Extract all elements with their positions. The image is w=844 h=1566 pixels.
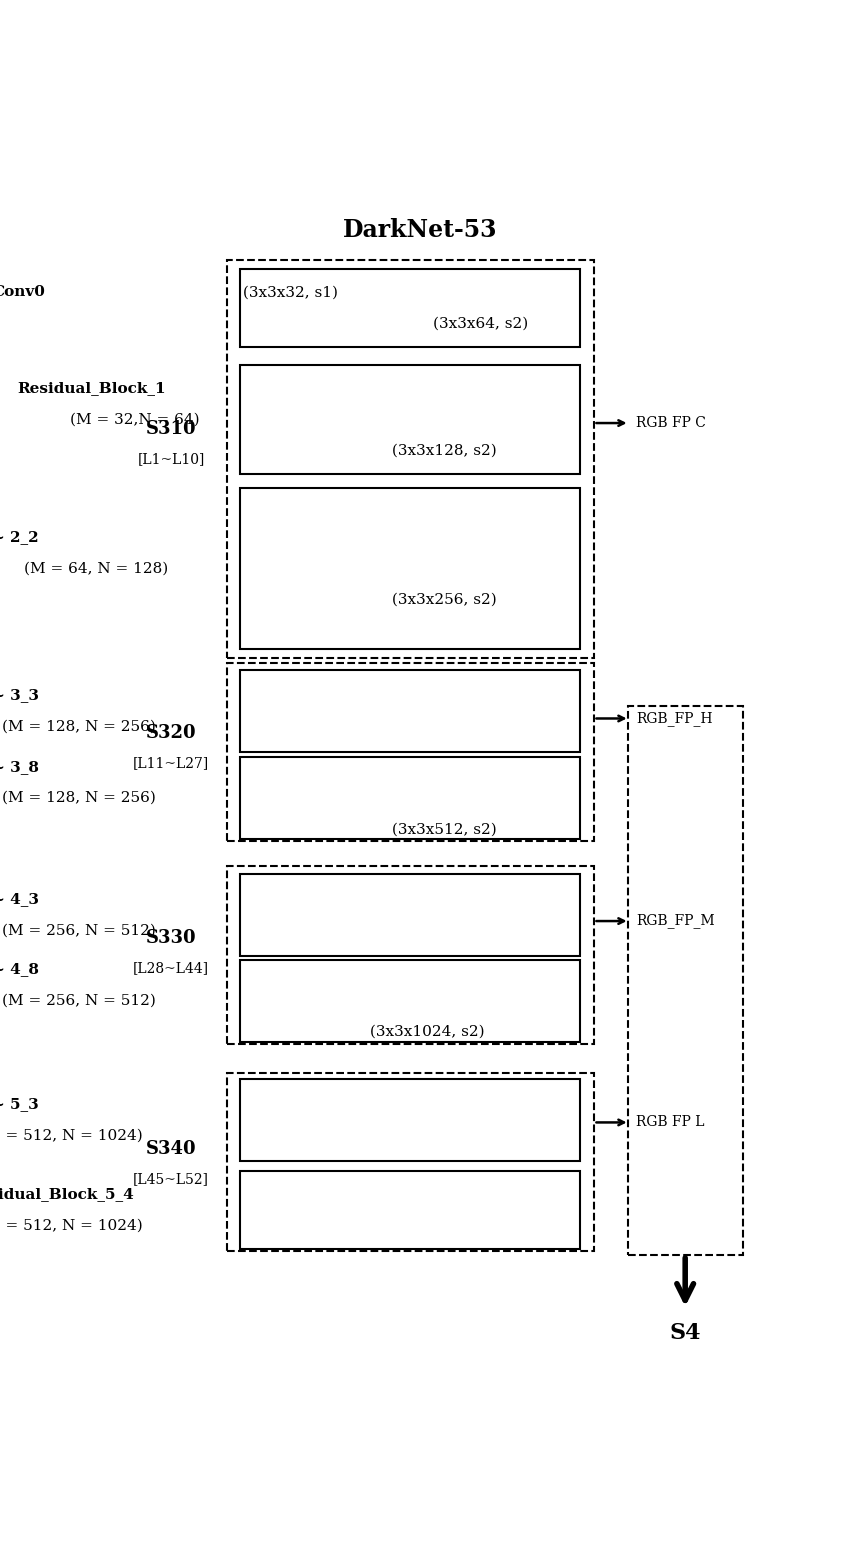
Text: Residual_Block_3_1 ~ 3_3: Residual_Block_3_1 ~ 3_3 [0, 689, 39, 703]
Text: Conv0: Conv0 [0, 285, 45, 299]
Bar [627, 706, 742, 1254]
Text: (M = 64, N = 128): (M = 64, N = 128) [24, 561, 169, 575]
Text: (M = 512, N = 1024): (M = 512, N = 1024) [0, 1129, 143, 1143]
Bar [240, 1171, 580, 1250]
Text: (M = 256, N = 512): (M = 256, N = 512) [2, 994, 155, 1007]
Text: Residual_Block_5_1 ~ 5_3: Residual_Block_5_1 ~ 5_3 [0, 1098, 39, 1112]
Text: (M = 512, N = 1024): (M = 512, N = 1024) [0, 1218, 143, 1232]
Bar [226, 260, 592, 658]
Text: (3x3x32, s1): (3x3x32, s1) [238, 285, 338, 299]
Text: RGB_FP_M: RGB_FP_M [636, 913, 714, 929]
Text: S310: S310 [146, 420, 196, 438]
Bar [240, 874, 580, 955]
Text: (M = 128, N = 256): (M = 128, N = 256) [2, 720, 155, 734]
Text: RGB FP L: RGB FP L [636, 1115, 704, 1129]
Bar [226, 866, 592, 1045]
Text: [L11~L27]: [L11~L27] [133, 756, 209, 770]
Text: (3x3x1024, s2): (3x3x1024, s2) [365, 1026, 484, 1038]
Text: Residual_Block_2_1 ~ 2_2: Residual_Block_2_1 ~ 2_2 [0, 529, 39, 543]
Text: S330: S330 [146, 929, 196, 947]
Text: [L28~L44]: [L28~L44] [133, 962, 209, 976]
Text: (M = 128, N = 256): (M = 128, N = 256) [2, 791, 155, 805]
Bar [240, 489, 580, 648]
Text: [L1~L10]: [L1~L10] [138, 453, 204, 467]
Text: Residual_Block_1: Residual_Block_1 [17, 381, 165, 395]
Text: (3x3x64, s2): (3x3x64, s2) [432, 316, 528, 330]
Text: Residual_Block_4_1 ~ 4_3: Residual_Block_4_1 ~ 4_3 [0, 893, 39, 907]
Text: Residual_Block_4_4 ~ 4_8: Residual_Block_4_4 ~ 4_8 [0, 962, 39, 976]
Bar [226, 662, 592, 841]
Text: RGB FP C: RGB FP C [636, 417, 705, 431]
Bar [226, 1073, 592, 1251]
Text: S4: S4 [668, 1322, 701, 1345]
Bar [240, 365, 580, 473]
Text: (3x3x512, s2): (3x3x512, s2) [387, 822, 496, 836]
Text: Residual_Block_5_4: Residual_Block_5_4 [0, 1187, 134, 1201]
Text: (3x3x256, s2): (3x3x256, s2) [387, 592, 496, 606]
Text: RGB_FP_H: RGB_FP_H [636, 711, 711, 727]
Bar [240, 960, 580, 1041]
Bar [240, 756, 580, 839]
Text: (M = 256, N = 512): (M = 256, N = 512) [2, 924, 155, 938]
Text: (M = 32,N = 64): (M = 32,N = 64) [70, 412, 199, 426]
Text: S320: S320 [146, 723, 196, 742]
Text: Residual_Block_3_4 ~ 3_8: Residual_Block_3_4 ~ 3_8 [0, 760, 39, 774]
Bar [240, 269, 580, 348]
Text: S340: S340 [146, 1140, 196, 1157]
Bar [240, 1079, 580, 1160]
Text: (3x3x128, s2): (3x3x128, s2) [387, 443, 496, 457]
Text: DarkNet-53: DarkNet-53 [343, 218, 496, 243]
Text: [L45~L52]: [L45~L52] [133, 1171, 208, 1185]
Bar [240, 670, 580, 752]
